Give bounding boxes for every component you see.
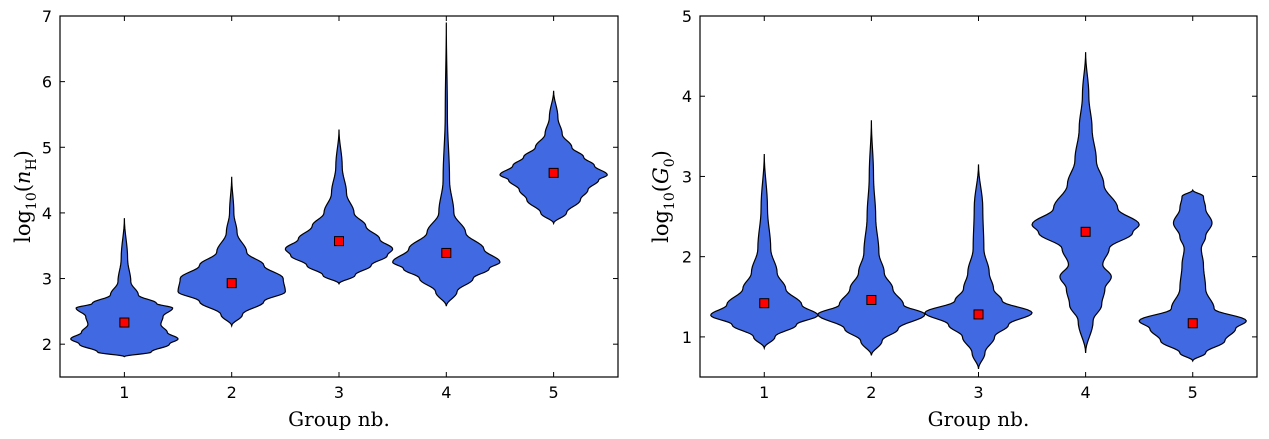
y-axis-title-part: log (11, 210, 35, 243)
y-axis-title-part: 10 (24, 192, 40, 210)
y-axis-title-part: G (649, 167, 673, 184)
x-tick-label: 2 (866, 383, 876, 402)
violin-group-4 (1031, 52, 1140, 353)
median-marker-group-4 (441, 247, 452, 258)
y-tick-label: 3 (682, 167, 692, 186)
violin-group-4 (391, 22, 501, 307)
y-tick-label: 6 (42, 73, 52, 92)
y-axis-title: log10(G0) (649, 150, 678, 243)
median-marker-group-5 (1187, 318, 1198, 329)
x-tick-label: 1 (119, 383, 129, 402)
median-marker-group-1 (759, 298, 770, 309)
y-tick-label: 4 (42, 204, 52, 223)
violin-group-2 (817, 120, 926, 356)
y-tick-label: 1 (682, 328, 692, 347)
y-tick-label: 2 (42, 335, 52, 354)
median-marker-group-1 (119, 317, 130, 328)
violin-group-5 (1138, 188, 1247, 363)
y-tick-label: 2 (682, 248, 692, 267)
x-tick-label: 4 (1081, 383, 1091, 402)
y-tick-label: 3 (42, 270, 52, 289)
y-axis-title-part: ) (11, 150, 35, 158)
median-marker-group-3 (973, 309, 984, 320)
x-tick-label: 4 (441, 383, 451, 402)
median-marker-group-5 (548, 167, 559, 178)
y-axis-title-part: log (649, 210, 673, 243)
y-axis-title-part: H (24, 158, 40, 170)
median-marker-group-4 (1080, 226, 1091, 237)
median-marker-group-3 (334, 236, 344, 247)
y-tick-label: 5 (42, 138, 52, 157)
x-tick-label: 2 (227, 383, 237, 402)
median-marker-group-2 (866, 294, 877, 305)
x-axis-title: Group nb. (288, 407, 390, 431)
y-axis-title-part: 0 (662, 158, 678, 167)
x-axis-title: Group nb. (928, 407, 1030, 431)
violin-group-5 (499, 90, 608, 226)
violin-group-2 (177, 176, 286, 328)
median-marker-group-2 (226, 278, 237, 289)
y-axis-title: log10(nH) (11, 150, 40, 243)
x-tick-label: 3 (973, 383, 983, 402)
violin-group-3 (924, 164, 1033, 370)
violin-group-1 (710, 153, 819, 351)
y-tick-label: 4 (682, 87, 692, 106)
y-tick-label: 7 (42, 7, 52, 26)
y-axis-title-part: 10 (662, 192, 678, 210)
x-tick-label: 1 (759, 383, 769, 402)
y-axis-title-part: ( (11, 184, 35, 192)
y-axis-title-part: ( (649, 184, 673, 192)
y-axis-title-part: ) (649, 150, 673, 158)
violin-group-3 (284, 129, 394, 286)
y-axis-title-part: n (11, 171, 35, 185)
x-tick-label: 3 (334, 383, 344, 402)
x-tick-label: 5 (1188, 383, 1198, 402)
chart-2: 1 2 3 4 5 1 2 3 4 5 Group nb. log10(G0) (649, 7, 1258, 431)
chart-1: 1 2 3 4 5 2 3 4 5 6 7 Group nb. log10(nH) (11, 7, 619, 431)
violin-group-1 (70, 218, 179, 358)
y-tick-label: 5 (682, 7, 692, 26)
x-tick-label: 5 (549, 383, 559, 402)
